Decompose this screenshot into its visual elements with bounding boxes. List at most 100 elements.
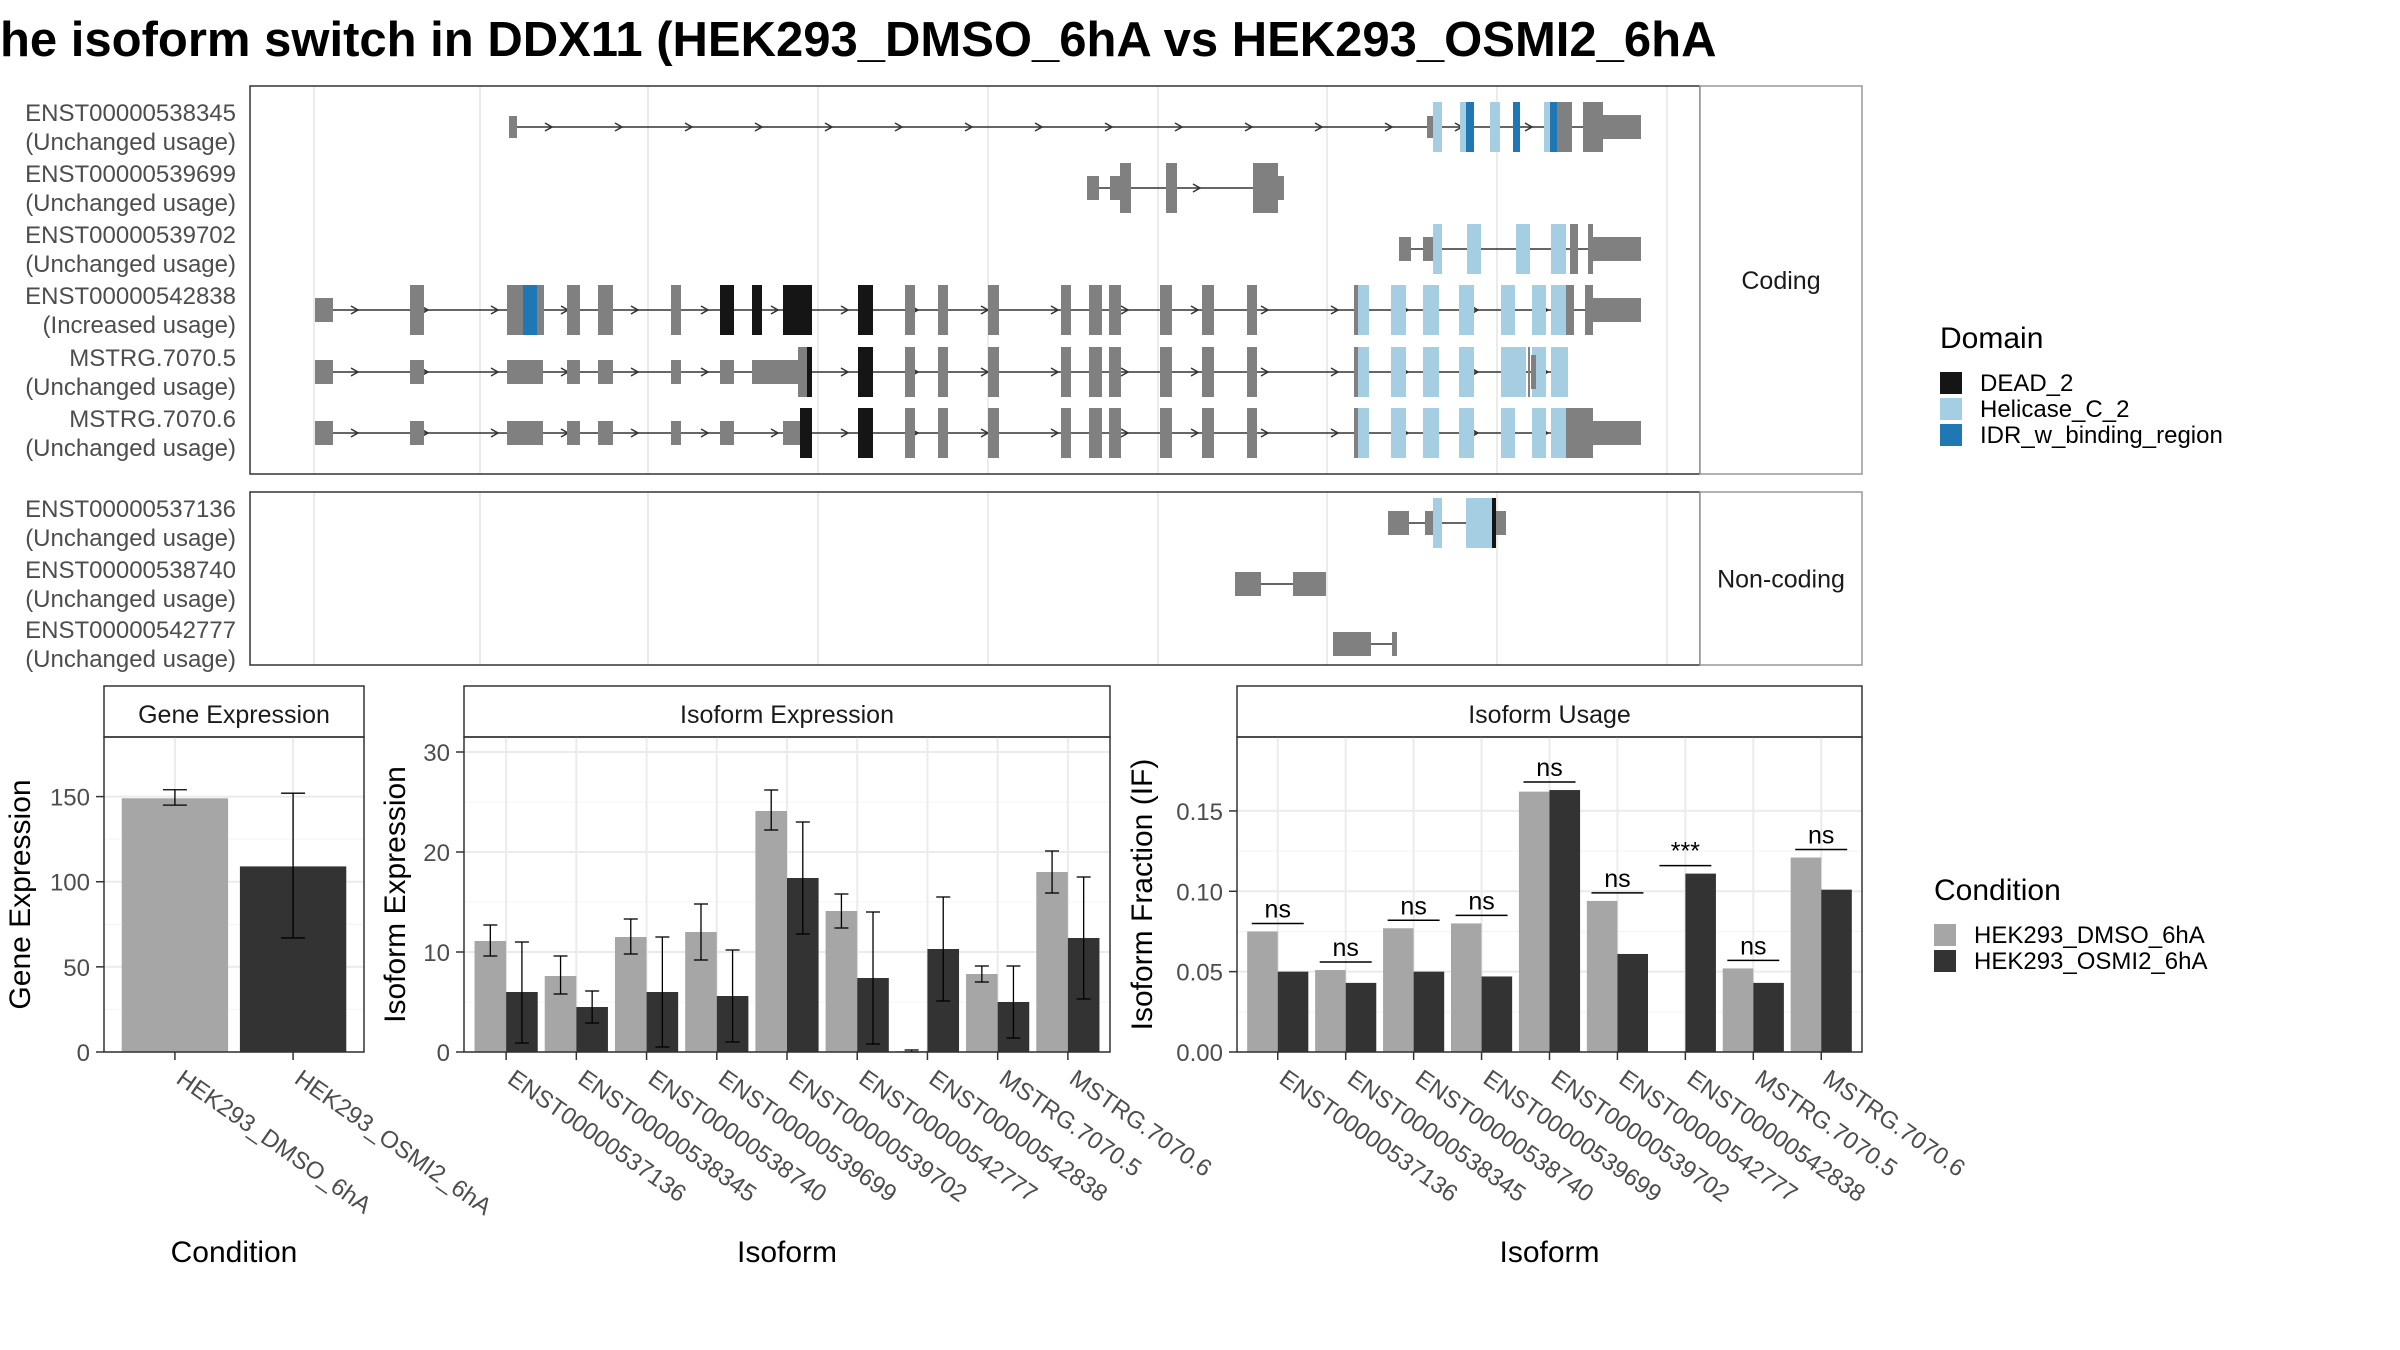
exon bbox=[1109, 347, 1121, 397]
exon bbox=[1166, 163, 1177, 213]
exon bbox=[1593, 298, 1641, 322]
legend-label: HEK293_OSMI2_6hA bbox=[1974, 948, 2207, 975]
strand-arrow bbox=[1384, 122, 1394, 132]
legend-title: Condition bbox=[1934, 874, 2061, 907]
significance-label: ns bbox=[1332, 934, 1358, 962]
exon bbox=[1544, 102, 1550, 152]
exon bbox=[938, 408, 948, 458]
y-tick-label: 0.05 bbox=[1176, 960, 1223, 987]
exon bbox=[1512, 347, 1526, 397]
exon bbox=[1557, 102, 1572, 152]
exon bbox=[509, 116, 517, 138]
exon bbox=[598, 421, 613, 445]
exon bbox=[1160, 285, 1172, 335]
bar bbox=[1518, 791, 1550, 1052]
bar bbox=[1345, 982, 1377, 1052]
significance-label: *** bbox=[1671, 838, 1700, 866]
bar bbox=[1722, 968, 1754, 1052]
exon bbox=[598, 285, 613, 335]
panel-bg bbox=[250, 492, 1700, 665]
exon bbox=[1593, 421, 1641, 445]
exon bbox=[1354, 408, 1358, 458]
exon bbox=[938, 285, 948, 335]
bar bbox=[1753, 982, 1784, 1052]
exon bbox=[1466, 498, 1492, 548]
exon bbox=[567, 360, 580, 384]
exon bbox=[1532, 285, 1546, 335]
exon bbox=[567, 421, 580, 445]
exon bbox=[1354, 347, 1358, 397]
exon bbox=[1459, 285, 1474, 335]
exon bbox=[783, 421, 800, 445]
exon bbox=[1570, 224, 1578, 274]
exon bbox=[720, 421, 734, 445]
strand-arrow bbox=[684, 122, 694, 132]
exon bbox=[1391, 347, 1406, 397]
strand-arrow bbox=[614, 122, 624, 132]
exon bbox=[905, 285, 915, 335]
bar bbox=[966, 974, 998, 1052]
y-tick-label: 100 bbox=[50, 870, 90, 897]
panel-strip bbox=[1236, 685, 1863, 738]
exon bbox=[1061, 408, 1071, 458]
bar bbox=[1247, 931, 1278, 1052]
exon bbox=[410, 421, 424, 445]
exon bbox=[1089, 285, 1102, 335]
figure-title: he isoform switch in DDX11 (HEK293_DMSO_… bbox=[0, 13, 1716, 67]
x-axis-title: Isoform bbox=[737, 1236, 837, 1269]
significance-label: ns bbox=[1265, 895, 1291, 923]
strand-arrow bbox=[1524, 122, 1534, 132]
exon bbox=[988, 408, 999, 458]
panel-title: Isoform Usage bbox=[1468, 701, 1631, 729]
exon bbox=[315, 360, 333, 384]
exon bbox=[1588, 224, 1593, 274]
strand-arrow bbox=[700, 305, 710, 315]
exon bbox=[1061, 285, 1071, 335]
strand-arrow bbox=[1050, 367, 1060, 377]
exon bbox=[1593, 237, 1641, 261]
strand-arrow bbox=[1190, 367, 1200, 377]
y-axis-title: Isoform Fraction (IF) bbox=[1126, 759, 1159, 1031]
exon bbox=[1354, 285, 1358, 335]
isoform-usage-label: (Unchanged usage) bbox=[25, 525, 236, 552]
isoform-id-label: ENST00000538345 bbox=[25, 100, 236, 127]
strand-arrow bbox=[1050, 305, 1060, 315]
panel-title: Gene Expression bbox=[138, 701, 330, 729]
strand-arrow bbox=[700, 428, 710, 438]
strand-arrow bbox=[1120, 428, 1130, 438]
bar bbox=[1549, 790, 1581, 1052]
isoform-usage-label: (Unchanged usage) bbox=[25, 190, 236, 217]
exon bbox=[1061, 347, 1071, 397]
exon bbox=[1089, 347, 1102, 397]
exon bbox=[507, 360, 543, 384]
exon bbox=[798, 347, 807, 397]
panel-bg bbox=[250, 86, 1700, 474]
bar bbox=[825, 911, 858, 1052]
exon bbox=[1278, 176, 1284, 200]
isoform-usage-label: (Unchanged usage) bbox=[25, 586, 236, 613]
strand-arrow bbox=[1104, 122, 1114, 132]
exon bbox=[671, 360, 681, 384]
bar bbox=[1413, 971, 1445, 1052]
strand-arrow bbox=[630, 367, 640, 377]
strand-arrow bbox=[1260, 428, 1270, 438]
legend-key bbox=[1940, 372, 1962, 394]
bar bbox=[1450, 923, 1482, 1052]
exon bbox=[720, 285, 734, 335]
strand-arrow bbox=[1190, 428, 1200, 438]
bar bbox=[1315, 970, 1346, 1052]
strand-arrow bbox=[754, 122, 764, 132]
legend-label: DEAD_2 bbox=[1980, 370, 2073, 397]
strand-arrow bbox=[630, 305, 640, 315]
exon bbox=[1392, 632, 1397, 656]
exon bbox=[1531, 355, 1536, 389]
bar bbox=[1277, 971, 1309, 1052]
exon bbox=[858, 408, 873, 458]
exon bbox=[1109, 408, 1121, 458]
exon bbox=[1235, 572, 1261, 596]
x-axis-title: Isoform bbox=[1499, 1236, 1599, 1269]
exon bbox=[507, 421, 543, 445]
isoform-id-label: ENST00000539699 bbox=[25, 161, 236, 188]
exon bbox=[752, 285, 762, 335]
